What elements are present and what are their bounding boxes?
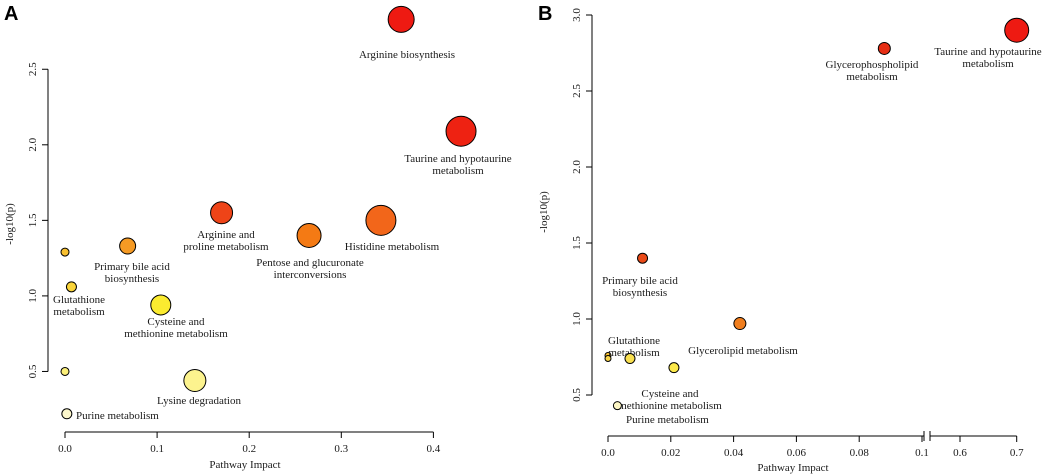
y-tick-label: 3.0 <box>571 8 583 22</box>
data-point <box>365 204 397 236</box>
data-point <box>183 369 207 393</box>
data-point <box>445 115 477 147</box>
y-tick-label: 2.5 <box>27 62 39 76</box>
data-point <box>119 237 137 255</box>
point-label: biosynthesis <box>105 273 159 285</box>
point-label: Pentose and glucuronate <box>256 257 364 269</box>
y-tick-label: 0.5 <box>27 364 39 378</box>
x-tick-label: 0.7 <box>1010 447 1024 459</box>
y-axis-label: -log10(p) <box>538 191 550 233</box>
point-label: metabolism <box>432 165 484 177</box>
y-tick-label: 1.5 <box>27 213 39 227</box>
point-label: Cysteine and <box>641 388 699 400</box>
data-point <box>604 355 612 363</box>
data-point <box>210 201 234 225</box>
data-point <box>150 294 172 316</box>
panel-a-letter: A <box>4 3 18 25</box>
data-point <box>624 353 636 365</box>
point-label: Taurine and hypotaurine <box>404 153 511 165</box>
point-label: methionine metabolism <box>124 328 228 340</box>
y-tick-label: 2.5 <box>571 84 583 98</box>
x-tick-label: 0.4 <box>427 443 441 455</box>
point-label: biosynthesis <box>613 287 667 299</box>
data-point <box>877 41 891 55</box>
data-point <box>65 281 77 293</box>
x-tick-label: 0.06 <box>787 447 807 459</box>
y-tick-label: 0.5 <box>571 388 583 402</box>
point-label: metabolism <box>608 347 660 359</box>
x-tick-label: 0.1 <box>915 447 929 459</box>
point-label: Glycerolipid metabolism <box>688 345 798 357</box>
panel-b-chart: B 0.5 1.0 1.5 2.0 2.5 3.0 -log10(p) 0.0 0.02 0.04 0… <box>538 3 1042 474</box>
point-label: Taurine and hypotaurine <box>934 46 1041 58</box>
point-label: methionine metabolism <box>618 400 722 412</box>
point-label: interconversions <box>274 269 347 281</box>
data-point <box>296 222 322 248</box>
point-label: Purine metabolism <box>76 410 159 422</box>
x-tick-label: 0.1 <box>150 443 164 455</box>
point-label: Cysteine and <box>147 316 205 328</box>
x-tick-label: 0.0 <box>601 447 615 459</box>
point-label: Primary bile acid <box>602 275 678 287</box>
y-tick-label: 2.0 <box>27 137 39 151</box>
data-point <box>60 247 70 257</box>
y-tick-label: 1.5 <box>571 236 583 250</box>
point-label: Glutathione <box>608 335 660 347</box>
data-point <box>668 362 680 374</box>
x-tick-label: 0.04 <box>724 447 744 459</box>
data-point <box>733 317 747 331</box>
data-point <box>387 5 415 33</box>
y-tick-label: 1.0 <box>571 312 583 326</box>
point-label: Histidine metabolism <box>345 241 440 253</box>
data-point <box>61 408 73 420</box>
y-tick-label: 2.0 <box>571 160 583 174</box>
x-axis-label: Pathway Impact <box>757 462 828 474</box>
panel-a-chart: A 0.5 1.0 1.5 2.0 2.5 -log10(p) 0.0 0.1 0.2 0.3 0.4… <box>4 3 512 471</box>
x-tick-label: 0.3 <box>334 443 348 455</box>
y-tick-label: 1.0 <box>27 289 39 303</box>
point-label: Glycerophospholipid <box>826 59 919 71</box>
point-label: proline metabolism <box>183 241 269 253</box>
x-tick-label: 0.02 <box>661 447 680 459</box>
x-tick-label: 0.6 <box>953 447 967 459</box>
y-axis-label: -log10(p) <box>4 203 16 245</box>
point-label: metabolism <box>962 58 1014 70</box>
point-label: metabolism <box>846 71 898 83</box>
data-point <box>612 401 622 411</box>
panel-b-letter: B <box>538 3 552 25</box>
x-axis-label: Pathway Impact <box>209 459 280 471</box>
point-label: Glutathione <box>53 294 105 306</box>
point-label: Primary bile acid <box>94 261 170 273</box>
data-point <box>60 366 70 376</box>
data-point <box>637 252 649 264</box>
x-tick-label: 0.08 <box>850 447 870 459</box>
data-point <box>1004 17 1030 43</box>
point-label: Purine metabolism <box>626 414 709 426</box>
point-label: Arginine and <box>197 229 255 241</box>
point-label: Arginine biosynthesis <box>359 49 455 61</box>
x-tick-label: 0.2 <box>242 443 256 455</box>
point-label: Lysine degradation <box>157 395 242 407</box>
x-tick-label: 0.0 <box>58 443 72 455</box>
point-label: metabolism <box>53 306 105 318</box>
